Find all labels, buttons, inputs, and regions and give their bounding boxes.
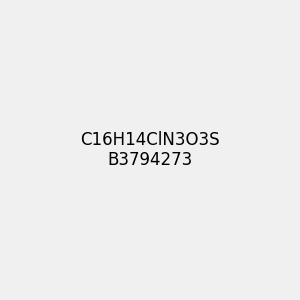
Text: C16H14ClN3O3S
B3794273: C16H14ClN3O3S B3794273 (80, 130, 220, 170)
